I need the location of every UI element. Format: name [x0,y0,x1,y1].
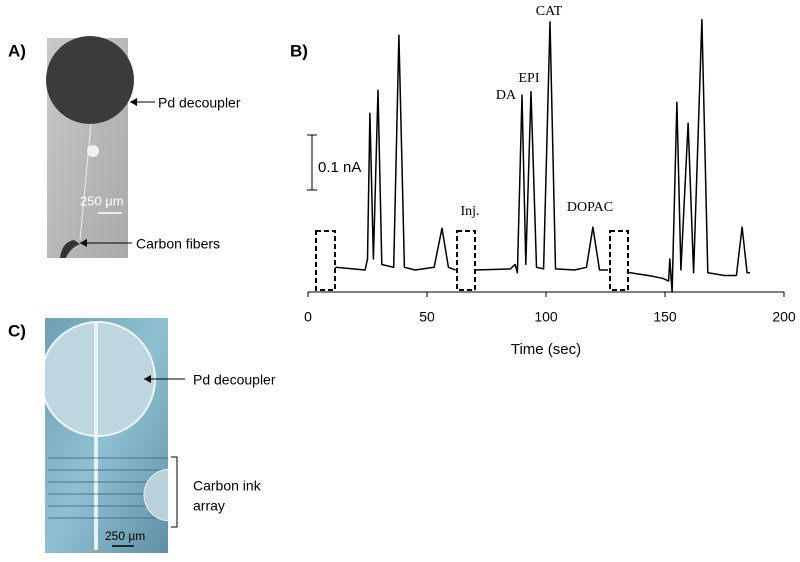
x-tick-label: 200 [772,309,796,325]
annotation: Carbon ink [193,478,262,494]
arrow-head [80,239,87,247]
annotation: Inj. [460,204,479,219]
scale-bar-label: 0.1 nA [318,159,361,176]
trace [335,19,750,293]
annotation: CAT [536,4,563,19]
arrow-head [144,375,151,383]
photo-a [46,36,134,258]
x-axis-title: Time (sec) [511,341,581,358]
injection-box [315,230,629,291]
scale-label: 250 µm [105,529,145,543]
annotation: Carbon fibers [136,236,220,252]
panel-label: C) [8,321,26,340]
bracket [171,456,178,528]
panel-label: A) [8,41,26,60]
scale-label: 250 µm [80,193,124,208]
x-tick-label: 100 [534,309,558,325]
x-tick-label: 0 [304,309,312,325]
x-tick-label: 50 [419,309,435,325]
annotation: DA [496,88,517,103]
annotation: EPI [519,71,540,86]
annotation: DOPAC [567,200,613,215]
photo-c [45,318,168,553]
annotation: Pd decoupler [193,372,276,388]
annotation: Pd decoupler [158,95,241,111]
annotation: array [193,498,225,514]
x-tick-label: 150 [653,309,677,325]
panel-label: B) [290,41,308,60]
arrow-head [130,98,137,106]
